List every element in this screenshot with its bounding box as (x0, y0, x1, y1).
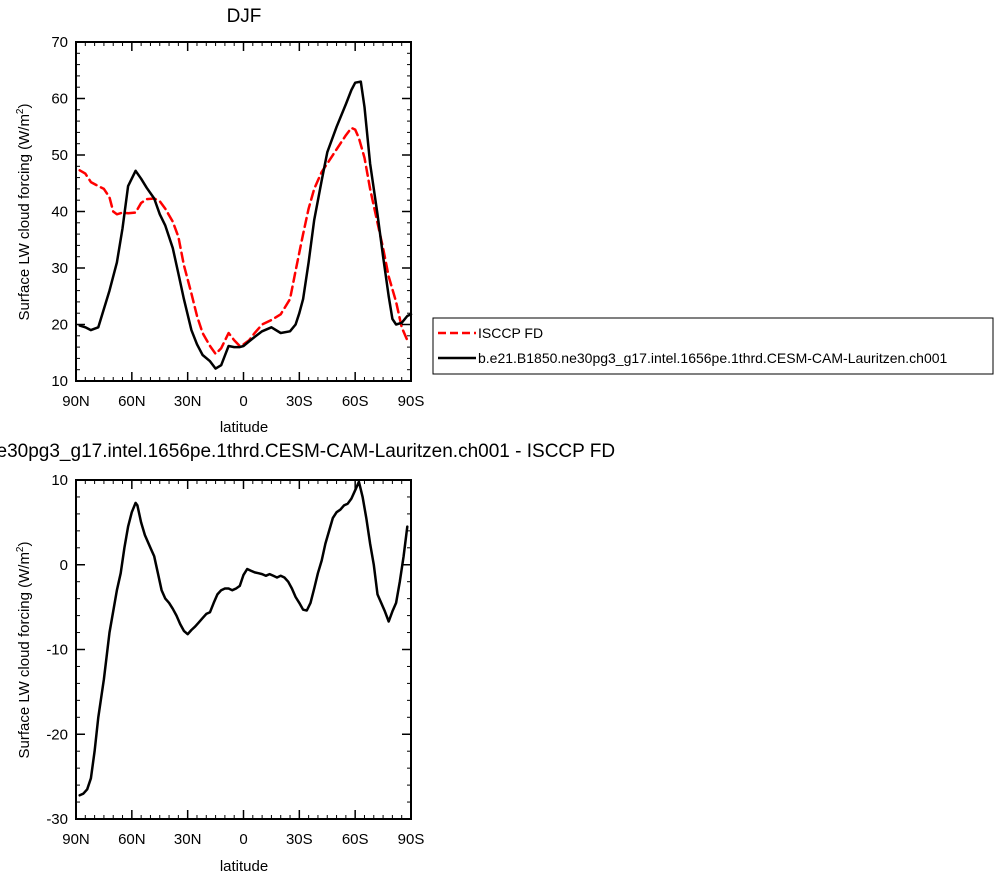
y-tick-label: -20 (46, 726, 68, 743)
x-tick-label: 90S (398, 831, 425, 848)
x-tick-label: 30N (174, 393, 202, 410)
y-tick-label: -30 (46, 811, 68, 828)
x-tick-label: 90N (62, 831, 90, 848)
axis-ticks: 90N 60N 30N 0 30S 60S 90S 10 20 30 40 50 60 70 (51, 34, 424, 410)
series-lines (78, 80, 413, 370)
series-lines (78, 480, 409, 797)
y-tick-label: -10 (46, 642, 68, 659)
bottom-panel-difference: b.e21.B1850.ne30pg3_g17.intel.1656pe.1th… (0, 441, 615, 875)
x-tick-label: 60N (118, 393, 146, 410)
x-tick-label: 90N (62, 393, 90, 410)
y-tick-label: 10 (51, 373, 68, 390)
legend-box (432, 317, 994, 375)
series-line-0 (78, 480, 409, 797)
x-tick-label: 60S (342, 393, 369, 410)
chart-title: b.e21.B1850.ne30pg3_g17.intel.1656pe.1th… (0, 441, 615, 462)
x-tick-label: 30S (286, 831, 313, 848)
y-tick-label: 50 (51, 147, 68, 164)
y-tick-label: 0 (60, 557, 68, 574)
x-tick-label: 90S (398, 393, 425, 410)
y-tick-label: 60 (51, 91, 68, 108)
y-tick-label: 70 (51, 34, 68, 51)
chart-title: DJF (227, 6, 262, 27)
x-axis-label: latitude (220, 858, 268, 875)
series-line-0 (78, 126, 409, 356)
top-panel-djf: DJF 90N 60N 30N 0 30S 60S 90S 10 20 30 40 50 60 70 la… (15, 6, 994, 436)
axis-ticks: 90N 60N 30N 0 30S 60S 90S -30 -20 -10 0 10 (46, 472, 424, 848)
x-tick-label: 0 (239, 831, 247, 848)
y-tick-label: 10 (51, 472, 68, 489)
y-axis-label: Surface LW cloud forcing (W/m2) (15, 541, 33, 758)
x-tick-label: 30N (174, 831, 202, 848)
x-tick-label: 60N (118, 831, 146, 848)
legend: ISCCP FD b.e21.B1850.ne30pg3_g17.intel.1… (432, 317, 994, 375)
y-tick-label: 30 (51, 260, 68, 277)
series-line-1 (78, 80, 413, 370)
x-tick-label: 0 (239, 393, 247, 410)
x-tick-label: 30S (286, 393, 313, 410)
legend-label-isccp: ISCCP FD (478, 325, 543, 341)
legend-label-model: b.e21.B1850.ne30pg3_g17.intel.1656pe.1th… (478, 350, 948, 366)
y-tick-label: 40 (51, 204, 68, 221)
y-tick-label: 20 (51, 317, 68, 334)
y-axis-label: Surface LW cloud forcing (W/m2) (15, 103, 33, 320)
plot-frame (75, 41, 412, 382)
x-tick-label: 60S (342, 831, 369, 848)
x-axis-label: latitude (220, 419, 268, 436)
